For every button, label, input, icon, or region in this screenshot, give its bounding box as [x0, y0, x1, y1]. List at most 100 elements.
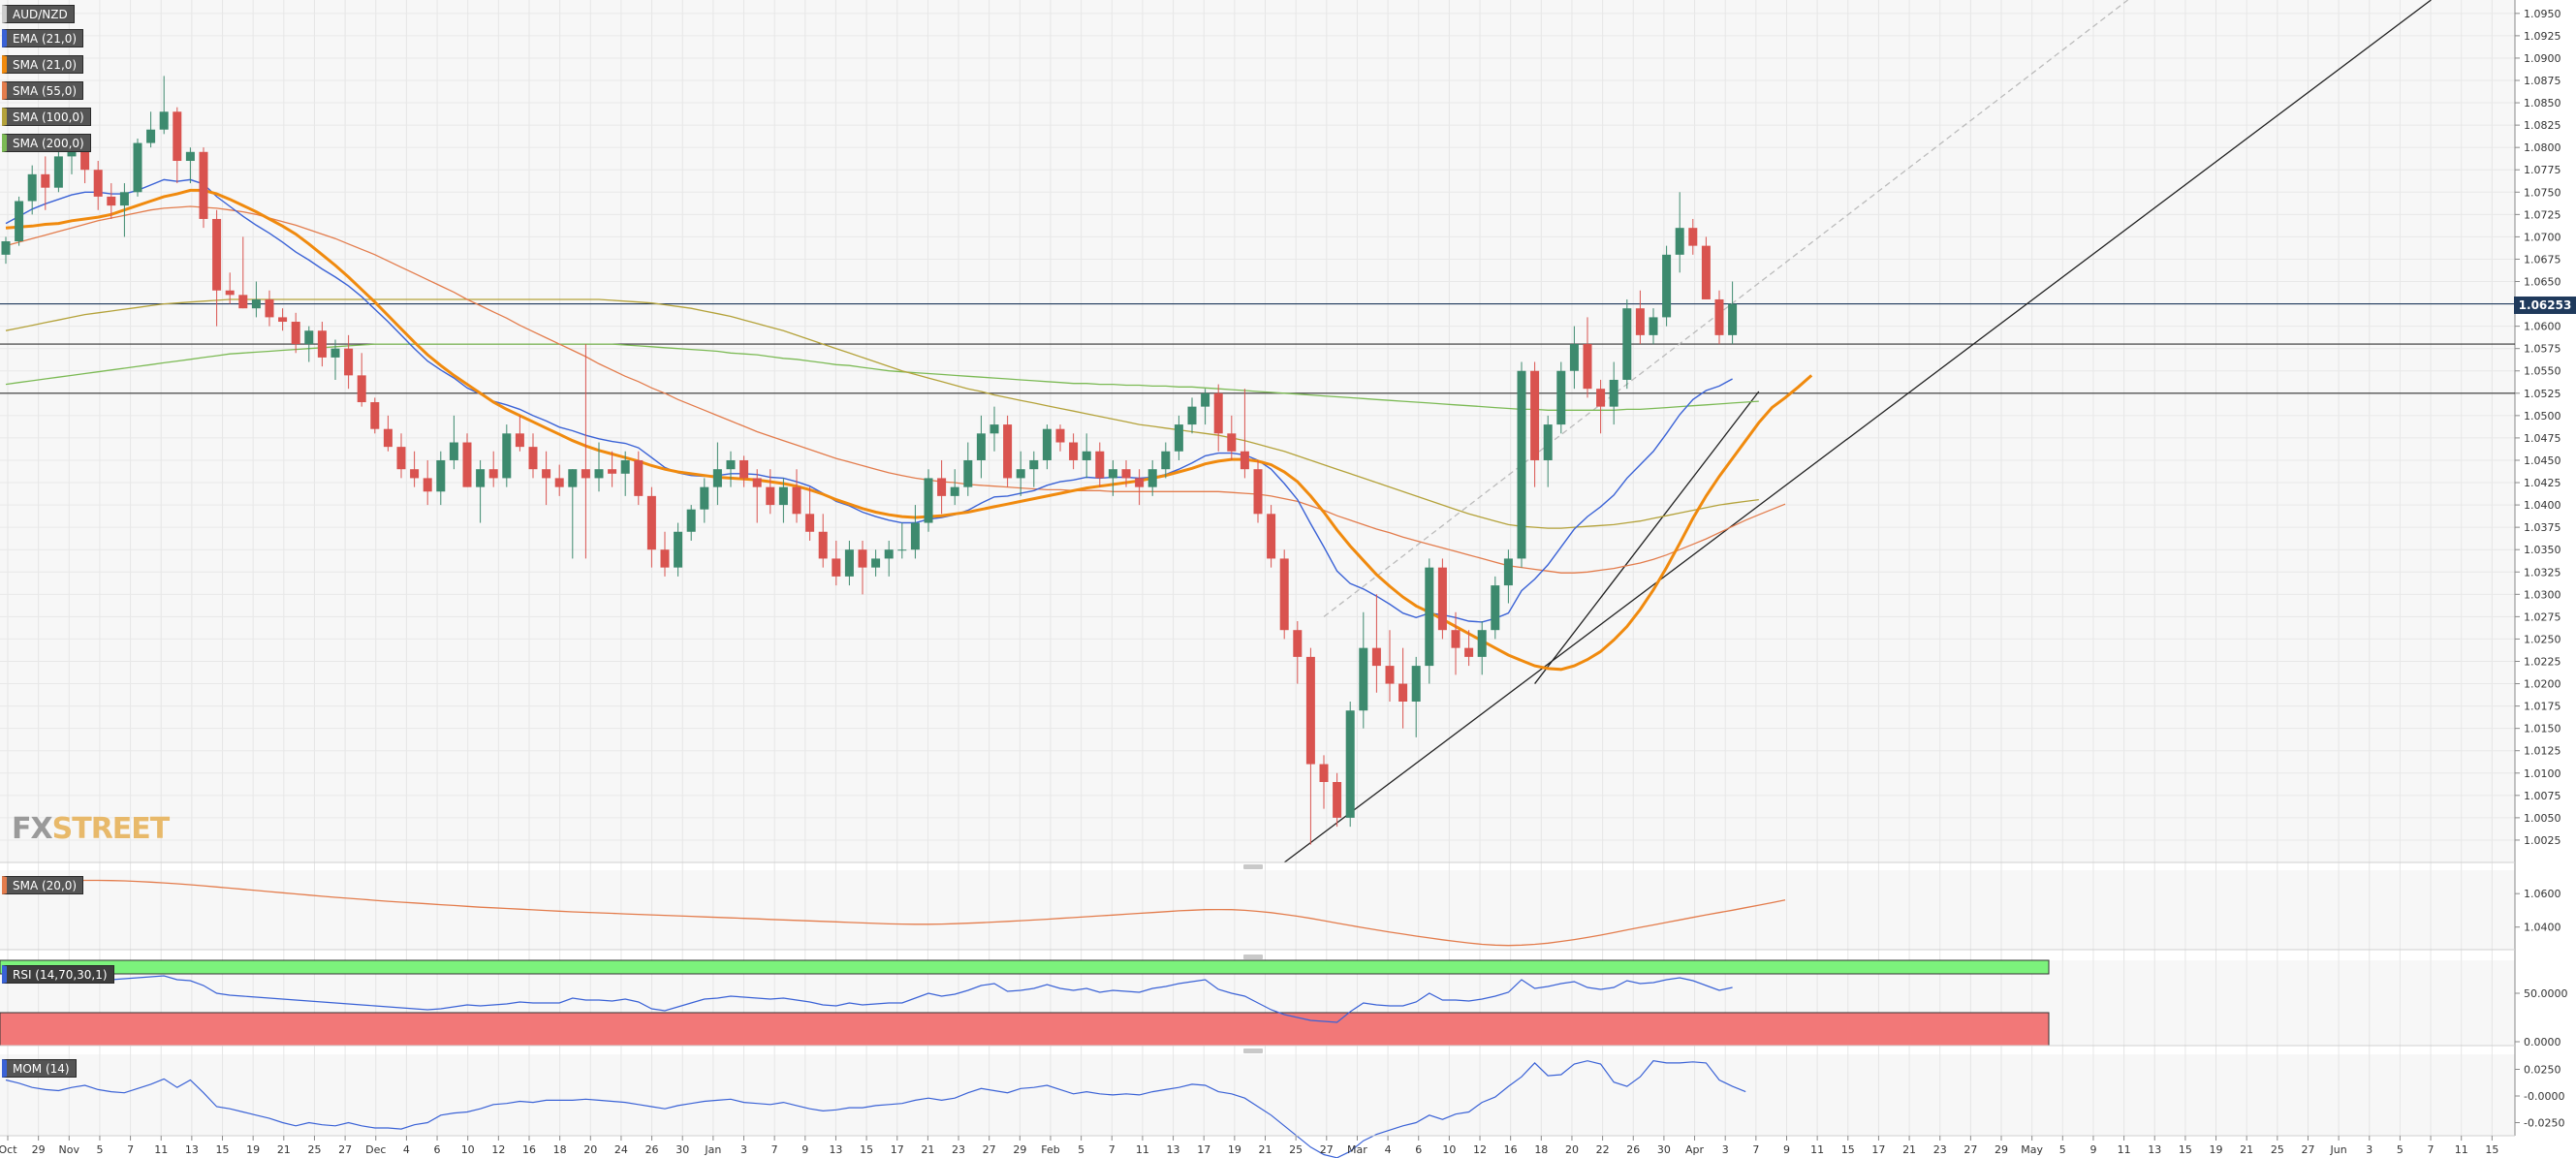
y-tick-label: 1.0300 [2524, 588, 2561, 601]
y-tick-label: 1.0500 [2524, 410, 2561, 423]
candle-body [278, 317, 288, 323]
x-tick-label: 11 [2455, 1143, 2468, 1156]
x-tick-label: 19 [1228, 1143, 1241, 1156]
y-tick-label: 1.0200 [2524, 678, 2561, 691]
candle-body [449, 442, 458, 460]
candle-body [1201, 392, 1210, 407]
panel-resize-handle[interactable] [1243, 1048, 1263, 1053]
candle-body [1121, 469, 1131, 479]
sma-21-tag[interactable]: SMA (21,0) [2, 55, 84, 74]
candle-body [488, 469, 498, 479]
candle-body [515, 433, 524, 448]
candle-body [1003, 424, 1013, 479]
candle-body [1279, 558, 1289, 631]
y-tick-label: 1.0375 [2524, 521, 2561, 534]
candle-body [634, 459, 644, 496]
ema-21-tag[interactable]: EMA (21,0) [2, 29, 84, 47]
rsi-oversold-zone [0, 1012, 2050, 1047]
rsi-tag[interactable]: RSI (14,70,30,1) [2, 965, 114, 984]
candle-body [766, 486, 775, 506]
y-tick-label: 1.0275 [2524, 610, 2561, 623]
candle-body [1016, 469, 1025, 479]
y-tick-label: 1.0075 [2524, 790, 2561, 802]
panel-sma-20-tag[interactable]: SMA (20,0) [2, 876, 84, 894]
x-tick-label: 4 [403, 1143, 410, 1156]
x-tick-label: 17 [1197, 1143, 1210, 1156]
x-tick-label: 21 [2240, 1143, 2253, 1156]
x-tick-label: 11 [154, 1143, 168, 1156]
x-tick-label: 5 [2059, 1143, 2066, 1156]
x-tick-label: 5 [2397, 1143, 2403, 1156]
y-tick-label: 1.0450 [2524, 454, 2561, 467]
candle-body [1240, 451, 1249, 470]
x-tick-label: 18 [1534, 1143, 1548, 1156]
candle-body [53, 156, 63, 188]
x-tick-label: 9 [801, 1143, 808, 1156]
x-tick-label: 15 [2179, 1143, 2192, 1156]
x-tick-label: Feb [1041, 1143, 1059, 1156]
candle-body [990, 424, 999, 434]
panel-resize-handle[interactable] [1243, 955, 1263, 959]
candle-body [476, 469, 486, 487]
x-tick-label: 13 [185, 1143, 199, 1156]
moving-average-line [5, 188, 1813, 672]
candle-body [1187, 406, 1197, 425]
y-tick-label: 1.0900 [2524, 52, 2561, 65]
candle-body [1530, 370, 1540, 460]
candle-body [726, 459, 736, 470]
x-tick-label: 12 [491, 1143, 505, 1156]
candle-body [1253, 469, 1263, 515]
x-tick-label: 18 [553, 1143, 567, 1156]
candle-body [107, 196, 116, 206]
x-tick-label: Jan [704, 1143, 721, 1156]
candle-body [792, 486, 801, 515]
candle-body [963, 459, 973, 487]
candle-body [1451, 630, 1461, 648]
symbol-tag[interactable]: AUD/NZD [2, 5, 75, 23]
candle-body [739, 459, 749, 479]
candle-body [1305, 656, 1315, 765]
x-tick-label: 4 [1385, 1143, 1392, 1156]
candle-body [1213, 392, 1223, 434]
candle-body [1042, 428, 1052, 460]
candle-body [1609, 379, 1618, 407]
x-tick-label: 17 [891, 1143, 904, 1156]
x-tick-label: 27 [1963, 1143, 1977, 1156]
x-tick-label: 6 [434, 1143, 441, 1156]
x-tick-label: 16 [522, 1143, 536, 1156]
candle-body [581, 469, 590, 479]
candle-body [1701, 245, 1711, 299]
candle-body [1227, 433, 1237, 452]
x-tick-label: 13 [1167, 1143, 1180, 1156]
panel-resize-handle[interactable] [1243, 864, 1263, 869]
candle-body [80, 147, 90, 171]
y-tick-label: 1.0675 [2524, 253, 2561, 266]
rsi-line [5, 975, 1733, 1023]
candle-body [1437, 567, 1447, 631]
momentum-line [5, 1060, 1746, 1158]
momentum-tag[interactable]: MOM (14) [2, 1059, 77, 1078]
x-tick-label: 5 [96, 1143, 103, 1156]
y-tick-label: 1.0475 [2524, 432, 2561, 445]
candle-body [554, 478, 564, 487]
sma-55-tag[interactable]: SMA (55,0) [2, 81, 84, 100]
candle-body [884, 549, 894, 559]
rsi-overbought-zone [0, 959, 2050, 975]
sma-200-tag[interactable]: SMA (200,0) [2, 134, 91, 152]
candle-body [1385, 666, 1395, 684]
candle-body [1503, 558, 1513, 586]
candle-body [317, 330, 327, 358]
candle-body [173, 111, 182, 162]
candle-body [805, 514, 815, 532]
candle-body [370, 402, 380, 429]
candle-body [41, 173, 50, 188]
candle-body [1174, 424, 1183, 452]
y-tick-label: 1.0950 [2524, 8, 2561, 20]
last-price-label: 1.06253 [2514, 297, 2576, 314]
x-tick-label: 11 [1810, 1143, 1824, 1156]
sma-100-tag[interactable]: SMA (100,0) [2, 108, 91, 126]
candle-body [1319, 764, 1329, 782]
candle-body [1464, 647, 1474, 657]
y-tick-label: 1.0325 [2524, 566, 2561, 579]
